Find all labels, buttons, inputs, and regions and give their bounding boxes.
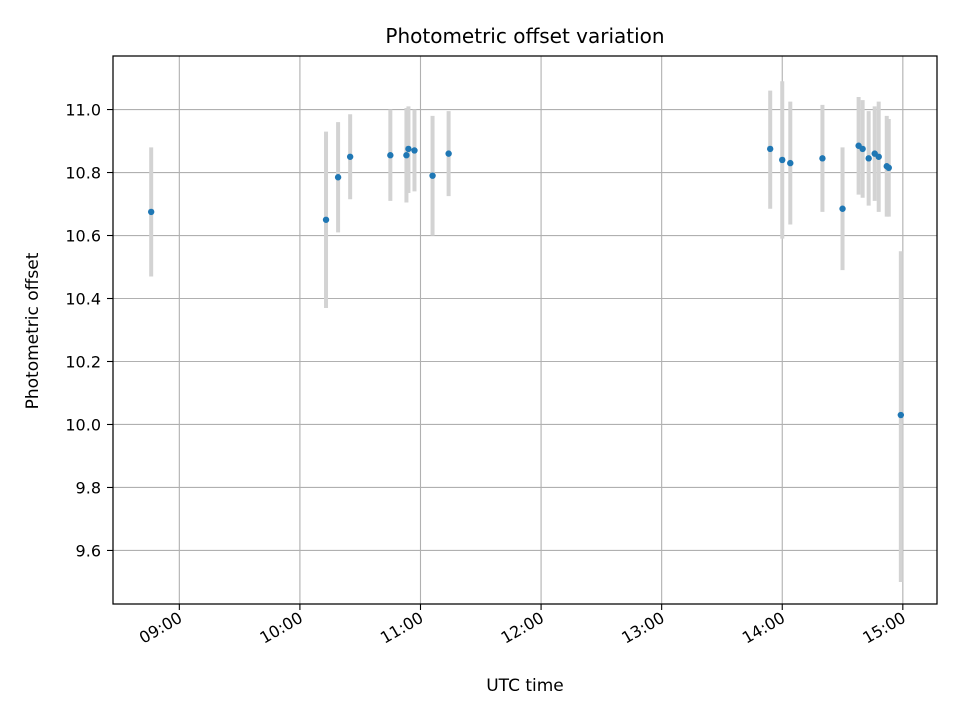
y-tick-label: 10.0 [65, 415, 101, 434]
y-axis-ticks: 9.6 9.8 10.0 10.2 10.4 10.6 10.8 11.0 [65, 101, 113, 560]
data-point [445, 150, 452, 157]
data-point [885, 164, 892, 172]
y-tick-label: 11.0 [65, 101, 101, 120]
x-tick-label: 12:00 [498, 608, 547, 648]
data-points [147, 142, 905, 419]
data-point [334, 174, 342, 181]
data-point [875, 153, 882, 160]
error-bars [149, 81, 903, 582]
x-tick-label: 14:00 [739, 608, 788, 648]
data-point [387, 152, 394, 159]
data-point [405, 145, 412, 153]
data-point [839, 205, 846, 212]
x-tick-label: 13:00 [618, 608, 667, 648]
data-point [787, 159, 794, 167]
x-tick-label: 09:00 [136, 608, 185, 648]
data-point [859, 145, 866, 153]
data-point [766, 145, 774, 153]
data-point [322, 216, 330, 223]
data-point [403, 152, 410, 159]
plot-frame [112, 55, 938, 605]
y-axis-label: Photometric offset [23, 252, 43, 409]
data-point [411, 147, 418, 154]
x-tick-label: 11:00 [377, 608, 426, 648]
y-tick-label: 10.8 [65, 164, 101, 183]
y-tick-label: 9.8 [76, 478, 101, 497]
data-point [429, 172, 436, 179]
y-tick-label: 10.2 [65, 352, 101, 371]
data-point [779, 156, 786, 164]
grid-lines [113, 56, 937, 604]
x-tick-label: 10:00 [256, 608, 305, 648]
data-point [346, 153, 354, 160]
y-tick-label: 9.6 [76, 541, 101, 560]
y-tick-label: 10.4 [65, 290, 101, 309]
y-tick-label: 10.6 [65, 227, 101, 246]
data-point [147, 208, 155, 216]
x-tick-label: 15:00 [859, 608, 908, 648]
x-axis-ticks: 09:00 10:00 11:00 12:00 13:00 14:00 15:00 [136, 604, 909, 648]
x-axis-label: UTC time [486, 676, 564, 696]
data-point [819, 155, 826, 162]
data-point [865, 155, 872, 162]
data-point [897, 411, 905, 419]
chart-title: Photometric offset variation [385, 24, 664, 48]
